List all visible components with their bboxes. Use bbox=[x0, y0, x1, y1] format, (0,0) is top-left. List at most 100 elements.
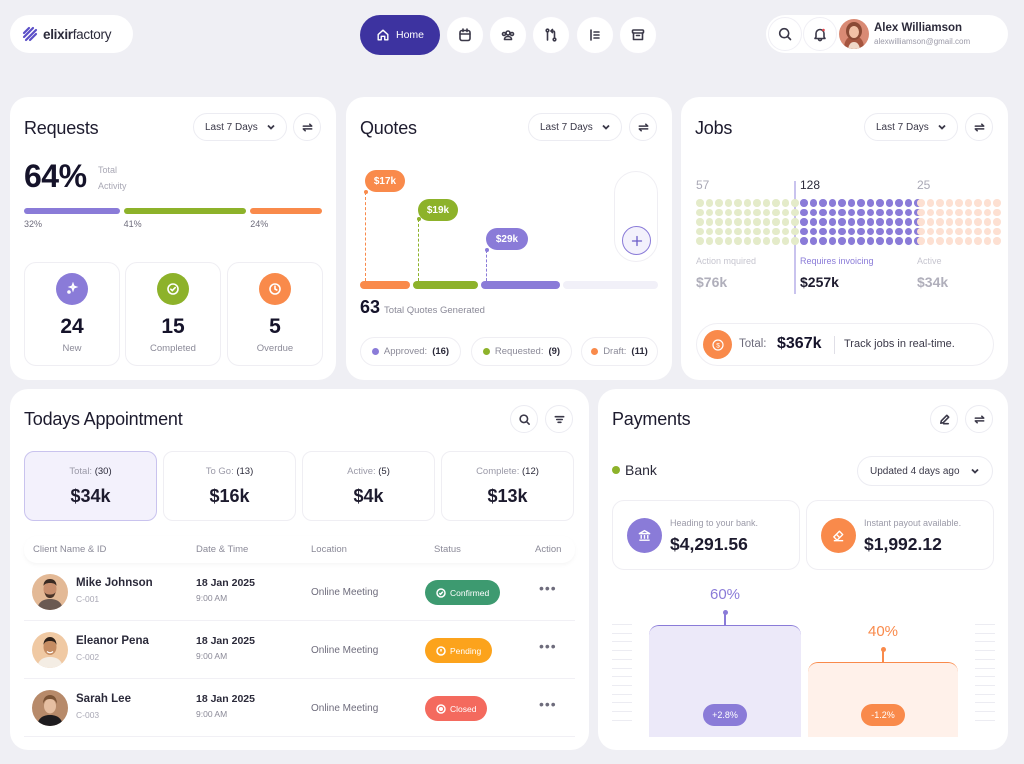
row-actions-button[interactable]: ••• bbox=[539, 638, 557, 654]
jobs-dots-requires-invoicing[interactable] bbox=[800, 199, 922, 245]
quotes-bar[interactable] bbox=[413, 281, 478, 289]
job-dot bbox=[926, 208, 934, 216]
job-dot bbox=[895, 208, 903, 216]
job-dot bbox=[847, 218, 855, 226]
bank-icon bbox=[627, 518, 662, 553]
requests-title: Requests bbox=[24, 118, 99, 138]
quotes-bar[interactable] bbox=[481, 281, 560, 289]
nav-archive-button[interactable] bbox=[619, 16, 657, 54]
column-header-status[interactable]: Status bbox=[434, 544, 461, 555]
job-dot bbox=[734, 199, 742, 207]
chart-gridline bbox=[612, 624, 632, 625]
table-row[interactable]: Mike Johnson C-001 18 Jan 2025 9:00 AM O… bbox=[24, 563, 575, 621]
chart-gridline bbox=[612, 702, 632, 704]
job-dot bbox=[696, 227, 704, 235]
requests-stat-completed[interactable]: 15 Completed bbox=[125, 262, 221, 366]
appt-summary-label: Complete: (12) bbox=[476, 466, 539, 477]
table-row[interactable]: Eleanor Pena C-002 18 Jan 2025 9:00 AM O… bbox=[24, 621, 575, 679]
notifications-button[interactable] bbox=[803, 17, 837, 51]
job-dot bbox=[936, 237, 944, 245]
brand-logo[interactable]: elixirfactory bbox=[10, 15, 133, 53]
job-dot bbox=[753, 208, 761, 216]
nav-home-button[interactable]: Home bbox=[360, 15, 440, 55]
sparkle-icon bbox=[56, 273, 88, 305]
job-dot bbox=[828, 199, 836, 207]
user-panel: Alex Williamson alexwilliamson@gmail.com bbox=[766, 15, 1008, 53]
quotes-add-button[interactable] bbox=[622, 226, 651, 255]
refresh-icon bbox=[974, 414, 984, 424]
nav-compare-button[interactable] bbox=[532, 16, 570, 54]
payment-card-bank[interactable]: Heading to your bank. $4,291.56 bbox=[612, 500, 800, 570]
plus-icon bbox=[631, 235, 642, 246]
job-dot bbox=[705, 208, 713, 216]
quotes-refresh-button[interactable] bbox=[629, 113, 657, 141]
job-dot bbox=[772, 218, 780, 226]
job-dot bbox=[983, 237, 991, 245]
svg-text:$: $ bbox=[716, 342, 720, 349]
payments-bar-pct: 60% bbox=[709, 586, 741, 603]
nav-list-button[interactable] bbox=[576, 16, 614, 54]
user-avatar[interactable] bbox=[839, 19, 869, 49]
payment-card-instant[interactable]: Instant payout available. $1,992.12 bbox=[806, 500, 994, 570]
job-dot bbox=[974, 208, 982, 216]
column-header-location[interactable]: Location bbox=[311, 544, 347, 555]
row-actions-button[interactable]: ••• bbox=[539, 580, 557, 596]
search-icon bbox=[518, 413, 530, 425]
appointments-filter-button[interactable] bbox=[545, 405, 573, 433]
quotes-stem-dot bbox=[417, 217, 421, 221]
search-button[interactable] bbox=[768, 17, 802, 51]
quotes-title: Quotes bbox=[360, 118, 417, 138]
job-dot bbox=[857, 218, 865, 226]
row-actions-button[interactable]: ••• bbox=[539, 696, 557, 712]
payments-refresh-button[interactable] bbox=[965, 405, 993, 433]
payments-edit-button[interactable] bbox=[930, 405, 958, 433]
requests-range-dropdown[interactable]: Last 7 Days bbox=[193, 113, 287, 141]
requests-stat-new[interactable]: 24 New bbox=[24, 262, 120, 366]
jobs-range-dropdown[interactable]: Last 7 Days bbox=[864, 113, 958, 141]
quotes-value-tag: $19k bbox=[418, 199, 458, 221]
job-dot bbox=[809, 218, 817, 226]
appt-summary-active[interactable]: Active: (5) $4k bbox=[302, 451, 435, 521]
job-dot bbox=[857, 237, 865, 245]
job-dot bbox=[895, 199, 903, 207]
stat-label: Overdue bbox=[256, 343, 294, 354]
appt-summary-complete[interactable]: Complete: (12) $13k bbox=[441, 451, 574, 521]
payments-updated-dropdown[interactable]: Updated 4 days ago bbox=[857, 456, 993, 486]
legend-draft[interactable]: Draft: (11) bbox=[581, 337, 658, 366]
column-header-datetime[interactable]: Date & Time bbox=[196, 544, 249, 555]
payments-change-badge: +2.8% bbox=[703, 704, 747, 726]
column-header-client[interactable]: Client Name & ID bbox=[33, 544, 107, 555]
job-dot bbox=[838, 227, 846, 235]
status-badge[interactable]: Closed bbox=[425, 696, 488, 721]
nav-calendar-button[interactable] bbox=[446, 16, 484, 54]
appointments-card bbox=[10, 389, 589, 750]
jobs-title: Jobs bbox=[695, 118, 733, 138]
requests-progress-label: 32% bbox=[24, 219, 43, 229]
nav-team-button[interactable] bbox=[489, 16, 527, 54]
job-dot bbox=[993, 227, 1001, 235]
status-badge[interactable]: Confirmed bbox=[425, 580, 501, 605]
appt-summary-total[interactable]: Total: (30) $34k bbox=[24, 451, 157, 521]
chart-gridline bbox=[612, 650, 632, 652]
status-badge[interactable]: Pending bbox=[425, 638, 493, 663]
quotes-bar[interactable] bbox=[360, 281, 410, 289]
appointment-location: Online Meeting bbox=[311, 645, 379, 656]
appointments-search-button[interactable] bbox=[510, 405, 538, 433]
legend-requested[interactable]: Requested: (9) bbox=[471, 337, 572, 366]
column-header-action[interactable]: Action bbox=[535, 544, 562, 555]
legend-approved[interactable]: Approved: (16) bbox=[360, 337, 461, 366]
job-dot bbox=[828, 218, 836, 226]
requests-total-pct: 64% bbox=[24, 158, 87, 194]
table-header bbox=[24, 536, 575, 563]
legend-count: (9) bbox=[548, 346, 561, 357]
requests-refresh-button[interactable] bbox=[293, 113, 321, 141]
job-dot bbox=[819, 227, 827, 235]
appt-summary-to-go[interactable]: To Go: (13) $16k bbox=[163, 451, 296, 521]
table-row[interactable]: Sarah Lee C-003 18 Jan 2025 9:00 AM Onli… bbox=[24, 679, 575, 737]
quotes-range-dropdown[interactable]: Last 7 Days bbox=[528, 113, 622, 141]
requests-stat-overdue[interactable]: 5 Overdue bbox=[227, 262, 323, 366]
quotes-add-track bbox=[614, 171, 658, 262]
appointment-date: 18 Jan 2025 bbox=[196, 635, 255, 647]
payments-bar-stem-dot bbox=[722, 610, 728, 615]
jobs-refresh-button[interactable] bbox=[965, 113, 993, 141]
